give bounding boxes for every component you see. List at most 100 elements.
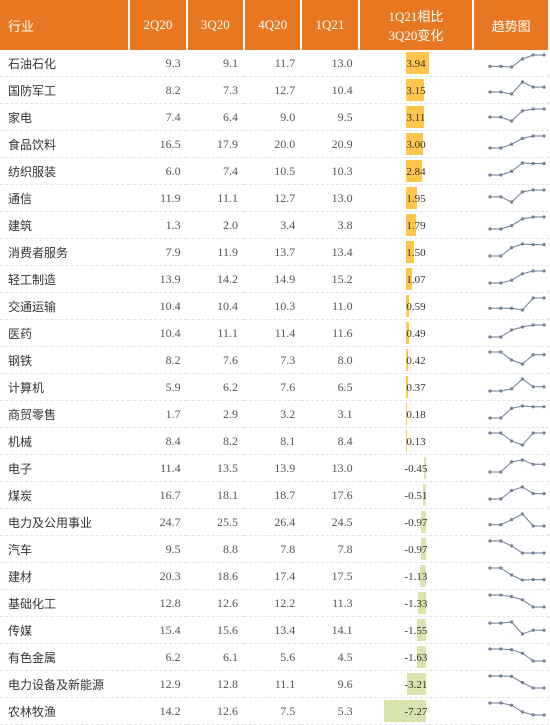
value-cell: 11.1 xyxy=(187,185,244,212)
value-cell: 7.9 xyxy=(129,239,186,266)
table-row: 轻工制造13.914.214.915.21.07 xyxy=(0,266,549,293)
value-cell: 11.9 xyxy=(187,239,244,266)
value-cell: 11.3 xyxy=(301,590,358,617)
industry-name: 汽车 xyxy=(0,536,129,563)
value-cell: 13.0 xyxy=(301,455,358,482)
industry-table: 行业 2Q20 3Q20 4Q20 1Q21 1Q21相比 3Q20变化 趋势图… xyxy=(0,0,550,725)
col-2q20: 2Q20 xyxy=(129,0,186,50)
value-cell: 18.1 xyxy=(187,482,244,509)
value-cell: 15.2 xyxy=(301,266,358,293)
change-cell: -1.13 xyxy=(359,563,474,590)
value-cell: 10.4 xyxy=(187,293,244,320)
value-cell: 14.9 xyxy=(244,266,301,293)
change-value: 1.50 xyxy=(406,247,425,259)
chg-line2: 3Q20变化 xyxy=(389,28,444,43)
table-row: 食品饮料16.517.920.020.93.00 xyxy=(0,131,549,158)
industry-name: 钢铁 xyxy=(0,347,129,374)
change-value: -0.51 xyxy=(405,490,428,502)
change-cell: 1.79 xyxy=(359,212,474,239)
change-value: -0.97 xyxy=(405,544,428,556)
table-row: 家电7.46.49.09.53.11 xyxy=(0,104,549,131)
sparkline-cell xyxy=(473,50,549,77)
value-cell: 8.1 xyxy=(244,428,301,455)
col-4q20: 4Q20 xyxy=(244,0,301,50)
sparkline-cell xyxy=(473,104,549,131)
table-row: 计算机5.96.27.66.50.37 xyxy=(0,374,549,401)
change-value: 3.00 xyxy=(406,139,425,151)
value-cell: 6.5 xyxy=(301,374,358,401)
value-cell: 3.1 xyxy=(301,401,358,428)
value-cell: 14.2 xyxy=(129,698,186,725)
value-cell: 8.2 xyxy=(129,77,186,104)
value-cell: 24.5 xyxy=(301,509,358,536)
change-cell: 0.59 xyxy=(359,293,474,320)
change-value: 0.13 xyxy=(406,436,425,448)
value-cell: 13.0 xyxy=(301,185,358,212)
sparkline-cell xyxy=(473,293,549,320)
value-cell: 11.7 xyxy=(244,50,301,77)
sparkline-cell xyxy=(473,509,549,536)
sparkline-cell xyxy=(473,212,549,239)
value-cell: 6.4 xyxy=(187,104,244,131)
col-1q21: 1Q21 xyxy=(301,0,358,50)
value-cell: 20.0 xyxy=(244,131,301,158)
change-value: 0.49 xyxy=(406,328,425,340)
value-cell: 12.6 xyxy=(187,590,244,617)
value-cell: 17.5 xyxy=(301,563,358,590)
value-cell: 25.5 xyxy=(187,509,244,536)
value-cell: 20.9 xyxy=(301,131,358,158)
value-cell: 2.9 xyxy=(187,401,244,428)
table-row: 医药10.411.111.411.60.49 xyxy=(0,320,549,347)
value-cell: 13.9 xyxy=(244,455,301,482)
sparkline-cell xyxy=(473,77,549,104)
change-value: 3.11 xyxy=(407,112,426,124)
change-cell: 3.15 xyxy=(359,77,474,104)
value-cell: 17.6 xyxy=(301,482,358,509)
industry-name: 煤炭 xyxy=(0,482,129,509)
sparkline-cell xyxy=(473,617,549,644)
value-cell: 9.1 xyxy=(187,50,244,77)
chg-line1: 1Q21相比 xyxy=(389,9,444,24)
change-cell: -0.97 xyxy=(359,509,474,536)
sparkline-cell xyxy=(473,185,549,212)
value-cell: 1.7 xyxy=(129,401,186,428)
sparkline-cell xyxy=(473,698,549,725)
change-value: 1.79 xyxy=(406,220,425,232)
value-cell: 9.0 xyxy=(244,104,301,131)
value-cell: 11.0 xyxy=(301,293,358,320)
value-cell: 8.2 xyxy=(129,347,186,374)
value-cell: 15.4 xyxy=(129,617,186,644)
change-value: 2.84 xyxy=(406,166,425,178)
sparkline-cell xyxy=(473,644,549,671)
value-cell: 11.1 xyxy=(244,671,301,698)
value-cell: 24.7 xyxy=(129,509,186,536)
change-value: 1.95 xyxy=(406,193,425,205)
industry-name: 建筑 xyxy=(0,212,129,239)
change-value: -1.63 xyxy=(405,652,428,664)
value-cell: 10.3 xyxy=(244,293,301,320)
industry-name: 机械 xyxy=(0,428,129,455)
industry-name: 电力及公用事业 xyxy=(0,509,129,536)
change-cell: 3.00 xyxy=(359,131,474,158)
table-row: 交通运输10.410.410.311.00.59 xyxy=(0,293,549,320)
sparkline-cell xyxy=(473,266,549,293)
value-cell: 12.7 xyxy=(244,77,301,104)
industry-name: 交通运输 xyxy=(0,293,129,320)
change-cell: -0.45 xyxy=(359,455,474,482)
industry-name: 医药 xyxy=(0,320,129,347)
change-value: 0.59 xyxy=(406,301,425,313)
value-cell: 12.8 xyxy=(187,671,244,698)
value-cell: 14.2 xyxy=(187,266,244,293)
sparkline-cell xyxy=(473,374,549,401)
table-row: 钢铁8.27.67.38.00.42 xyxy=(0,347,549,374)
col-change: 1Q21相比 3Q20变化 xyxy=(359,0,474,50)
table-row: 传媒15.415.613.414.1-1.55 xyxy=(0,617,549,644)
value-cell: 13.4 xyxy=(301,239,358,266)
sparkline-cell xyxy=(473,563,549,590)
value-cell: 7.8 xyxy=(244,536,301,563)
value-cell: 12.6 xyxy=(187,698,244,725)
value-cell: 16.7 xyxy=(129,482,186,509)
industry-name: 基础化工 xyxy=(0,590,129,617)
value-cell: 7.4 xyxy=(129,104,186,131)
value-cell: 12.2 xyxy=(244,590,301,617)
